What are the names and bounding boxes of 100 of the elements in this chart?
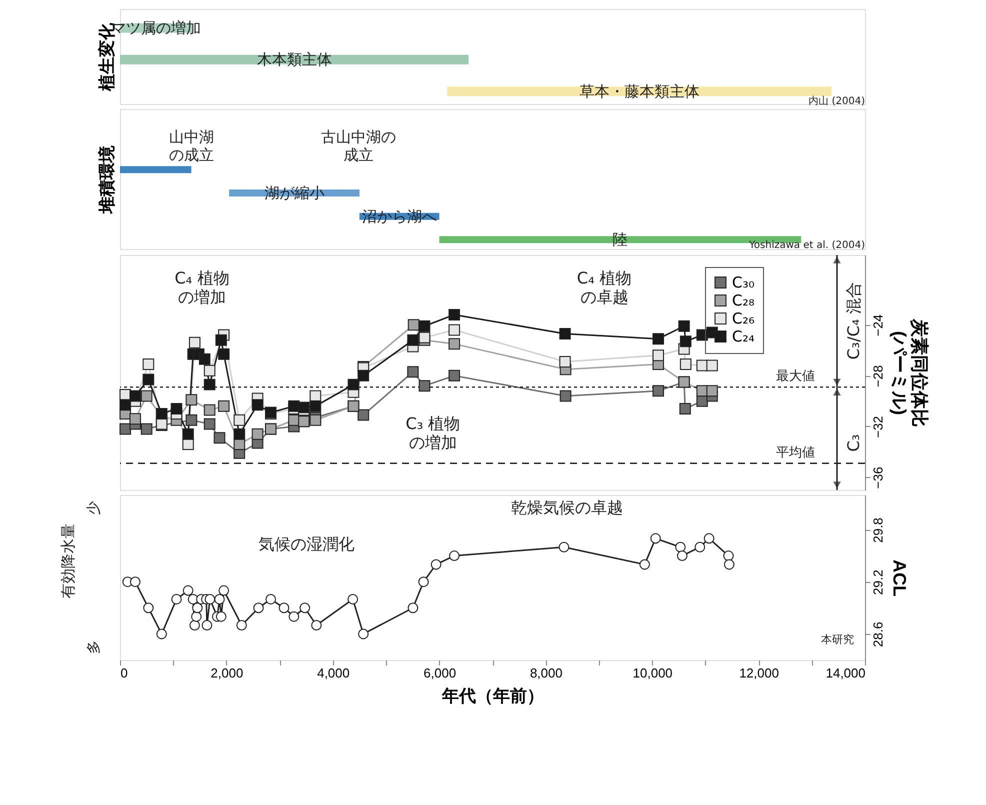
point	[218, 585, 230, 596]
point	[288, 611, 300, 622]
point	[407, 366, 419, 378]
text: 少	[86, 501, 102, 516]
y-axis-title: 堆積環境	[98, 146, 116, 214]
y-tick-label: 29.8	[870, 518, 886, 543]
y-tick-label: −32	[870, 416, 886, 438]
point	[182, 585, 194, 596]
point	[298, 402, 310, 414]
y-tick-label: 木本類主体	[256, 50, 332, 69]
point	[430, 559, 442, 570]
point	[678, 320, 690, 332]
point	[218, 348, 230, 360]
x-axis-title: 年代（年前）	[441, 686, 544, 706]
point	[448, 324, 460, 336]
point	[448, 370, 460, 382]
point	[650, 533, 661, 544]
bar	[120, 166, 192, 174]
point	[348, 594, 358, 604]
point	[310, 400, 322, 412]
point	[679, 402, 691, 414]
ref-line-label: 平均値	[776, 445, 815, 460]
point	[723, 550, 734, 562]
x-tick-label: 6,000	[424, 666, 456, 680]
point	[216, 611, 226, 622]
y-axis-title: 炭素同位体比 (パーミル)	[890, 318, 930, 427]
point	[418, 380, 430, 392]
point	[418, 320, 430, 332]
point	[215, 334, 227, 346]
legend-label: C₂₆	[732, 310, 754, 328]
point	[358, 628, 369, 640]
point	[680, 358, 692, 370]
point	[186, 414, 198, 426]
point	[558, 542, 570, 552]
point	[358, 370, 370, 382]
point	[120, 399, 132, 411]
point	[676, 550, 688, 562]
annotation: C₃/C₄ 混合	[844, 282, 863, 360]
point	[348, 378, 360, 390]
annotation: 乾燥気候の卓越	[511, 498, 623, 518]
point	[724, 559, 734, 570]
text: 多	[86, 640, 102, 654]
point	[214, 594, 225, 604]
point	[204, 378, 216, 390]
point	[310, 414, 322, 426]
point	[694, 542, 706, 552]
legend-label: C₃₀	[732, 274, 754, 292]
point	[449, 550, 460, 562]
y-axis-title: ACL	[890, 560, 910, 596]
point	[156, 408, 168, 420]
point	[252, 399, 264, 411]
point	[408, 602, 418, 614]
point	[204, 594, 216, 604]
point	[252, 428, 264, 440]
point	[189, 620, 200, 630]
text: 有効降水量	[58, 524, 77, 598]
point	[639, 559, 650, 570]
point	[204, 404, 216, 416]
point	[234, 428, 246, 440]
y-tick-label: −24	[870, 314, 886, 336]
point	[142, 358, 154, 370]
point	[198, 353, 210, 365]
point	[182, 428, 194, 440]
point	[680, 336, 692, 348]
point	[560, 390, 572, 402]
legend-label: C₂₄	[732, 328, 754, 346]
point	[418, 332, 430, 344]
x-tick-label: 4,000	[317, 666, 350, 680]
point	[204, 418, 216, 430]
point	[236, 620, 247, 630]
point	[191, 611, 202, 622]
y-tick-label: −36	[870, 466, 886, 489]
annotation: 内山 (2004)	[808, 95, 866, 108]
point	[408, 319, 420, 331]
point	[202, 620, 212, 630]
point	[253, 602, 264, 614]
annotation: C₄ 植物の卓越	[576, 268, 632, 306]
point	[143, 602, 154, 614]
point	[266, 594, 276, 604]
point	[706, 360, 718, 372]
point	[704, 533, 714, 544]
point	[559, 356, 571, 368]
point	[675, 542, 686, 552]
point	[129, 413, 141, 425]
point	[129, 390, 141, 402]
point	[358, 409, 370, 421]
point	[448, 308, 460, 320]
point	[407, 334, 419, 346]
point	[652, 385, 664, 397]
point	[204, 364, 216, 376]
annotation: C₃ 植物の増加	[406, 414, 460, 452]
point	[448, 338, 460, 350]
point	[706, 385, 718, 397]
x-tick-label: 14,000	[826, 666, 866, 680]
annotation: 山中湖の成立	[169, 128, 214, 164]
point	[188, 336, 200, 348]
annotation: 本研究	[820, 633, 854, 646]
annotation: C₄ 植物の増加	[174, 268, 230, 306]
ref-line-label: 最大値	[776, 369, 815, 384]
point	[186, 394, 198, 406]
